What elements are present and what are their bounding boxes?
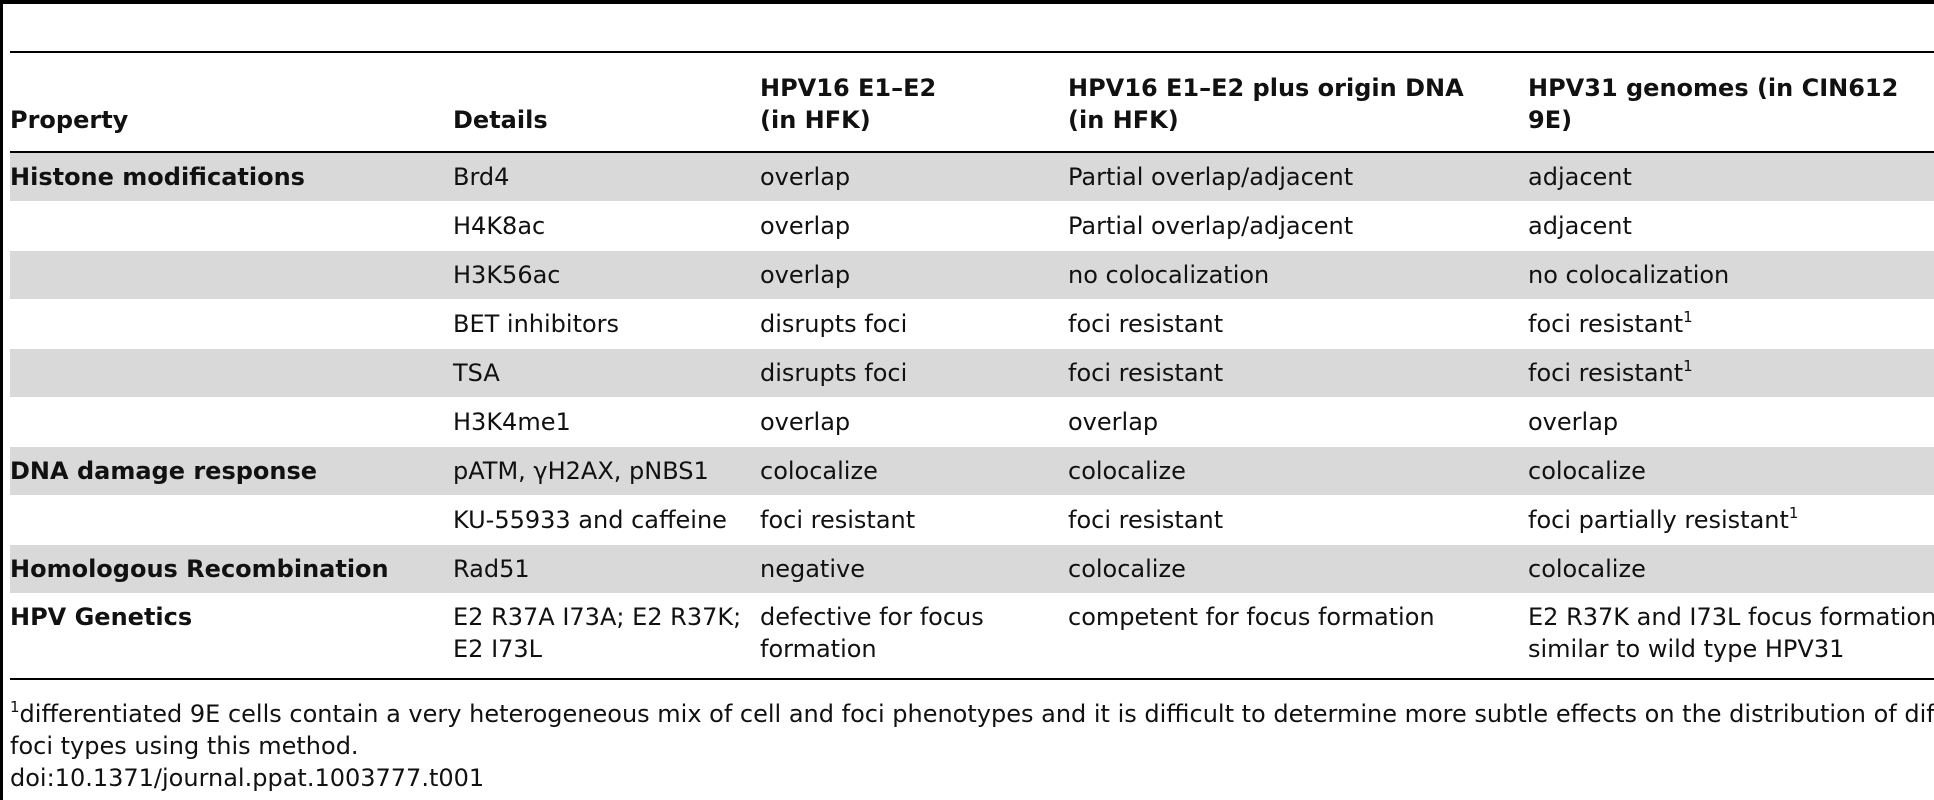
cell-details: H3K4me1 [453, 408, 571, 436]
footnote-marker: 1 [1788, 504, 1799, 522]
table-bottom-rule [10, 678, 1934, 680]
cell-hpv31: adjacent [1528, 212, 1632, 240]
cell-hpv16-e1e2: disrupts foci [760, 359, 908, 387]
footnote-line2: foci types using this method. [10, 732, 359, 760]
table-row [10, 545, 1934, 593]
cell-hpv16-e1e2: negative [760, 555, 865, 583]
cell-hpv16-origin: no colocalization [1068, 261, 1270, 289]
cell-hpv16-e1e2: overlap [760, 408, 851, 436]
cell-hpv16-origin: foci resistant [1068, 310, 1224, 338]
cell-hpv31-line1: E2 R37K and I73L focus formation [1528, 603, 1934, 631]
table-row [10, 153, 1934, 201]
header-hpv16-e1e2-line2: (in HFK) [760, 106, 871, 134]
cell-hpv31: foci partially resistant1 [1528, 504, 1798, 536]
cell-hpv16-e1e2: foci resistant [760, 506, 916, 534]
header-hpv16-origin-line1: HPV16 E1–E2 plus origin DNA [1068, 74, 1464, 102]
cell-details: H4K8ac [453, 212, 546, 240]
cell-details: BET inhibitors [453, 310, 620, 338]
table-row [10, 251, 1934, 299]
header-details: Details [453, 106, 548, 134]
cell-hpv16-origin: colocalize [1068, 457, 1186, 485]
cell-hpv16-origin: competent for focus formation [1068, 603, 1435, 631]
cell-hpv31-text: foci resistant [1528, 310, 1684, 338]
cell-hpv16-origin: colocalize [1068, 555, 1186, 583]
cell-hpv16-e1e2-line2: formation [760, 635, 877, 663]
footnote-line1: 1differentiated 9E cells contain a very … [10, 698, 1934, 730]
cell-hpv31: no colocalization [1528, 261, 1730, 289]
cell-details: KU-55933 and caffeine [453, 506, 727, 534]
cell-hpv31-text: foci partially resistant [1528, 506, 1789, 534]
footnote-marker: 1 [1683, 308, 1693, 326]
header-property: Property [10, 106, 129, 134]
cell-hpv16-origin: Partial overlap/adjacent [1068, 163, 1354, 191]
header-top-rule [10, 51, 1934, 53]
cell-property: Histone modifications [10, 163, 305, 191]
cell-details: Brd4 [453, 163, 510, 191]
cell-hpv31: foci resistant1 [1528, 357, 1693, 389]
cell-hpv31: overlap [1528, 408, 1619, 436]
cell-hpv31: colocalize [1528, 555, 1646, 583]
cell-hpv16-origin: foci resistant [1068, 359, 1224, 387]
cell-hpv16-e1e2: overlap [760, 212, 851, 240]
header-hpv16-origin-line2: (in HFK) [1068, 106, 1179, 134]
cell-hpv31: adjacent [1528, 163, 1632, 191]
header-hpv31-line2: 9E) [1528, 106, 1573, 134]
cell-hpv16-e1e2: overlap [760, 261, 851, 289]
cell-details-line1: E2 R37A I73A; E2 R37K; [453, 603, 742, 631]
cell-details: TSA [453, 359, 500, 387]
cell-hpv16-origin: foci resistant [1068, 506, 1224, 534]
cell-hpv31-line2: similar to wild type HPV31 [1528, 635, 1845, 663]
cell-hpv31: colocalize [1528, 457, 1646, 485]
cell-hpv31: foci resistant1 [1528, 308, 1693, 340]
cell-hpv16-origin: overlap [1068, 408, 1159, 436]
cell-property: HPV Genetics [10, 603, 193, 631]
header-hpv31-line1: HPV31 genomes (in CIN612 [1528, 74, 1899, 102]
cell-hpv16-origin: Partial overlap/adjacent [1068, 212, 1354, 240]
cell-hpv16-e1e2-line1: defective for focus [760, 603, 984, 631]
left-rule [0, 0, 3, 800]
cell-details: H3K56ac [453, 261, 561, 289]
cell-details: pATM, γH2AX, pNBS1 [453, 457, 709, 485]
header-bottom-rule [10, 151, 1934, 153]
footnote-marker: 1 [10, 698, 20, 716]
cell-hpv16-e1e2: overlap [760, 163, 851, 191]
table-row [10, 349, 1934, 397]
footnote-text: differentiated 9E cells contain a very h… [19, 700, 1934, 728]
cell-hpv31-text: foci resistant [1528, 359, 1684, 387]
cell-hpv16-e1e2: colocalize [760, 457, 878, 485]
cell-details: Rad51 [453, 555, 530, 583]
cell-property: DNA damage response [10, 457, 318, 485]
footnote-marker: 1 [1683, 357, 1693, 375]
doi-text: doi:10.1371/journal.ppat.1003777.t001 [10, 764, 485, 792]
cell-hpv16-e1e2: disrupts foci [760, 310, 908, 338]
header-hpv16-e1e2-line1: HPV16 E1–E2 [760, 74, 937, 102]
top-rule [0, 0, 1934, 4]
cell-details-line2: E2 I73L [453, 635, 543, 663]
table-row [10, 447, 1934, 495]
cell-property: Homologous Recombination [10, 555, 389, 583]
